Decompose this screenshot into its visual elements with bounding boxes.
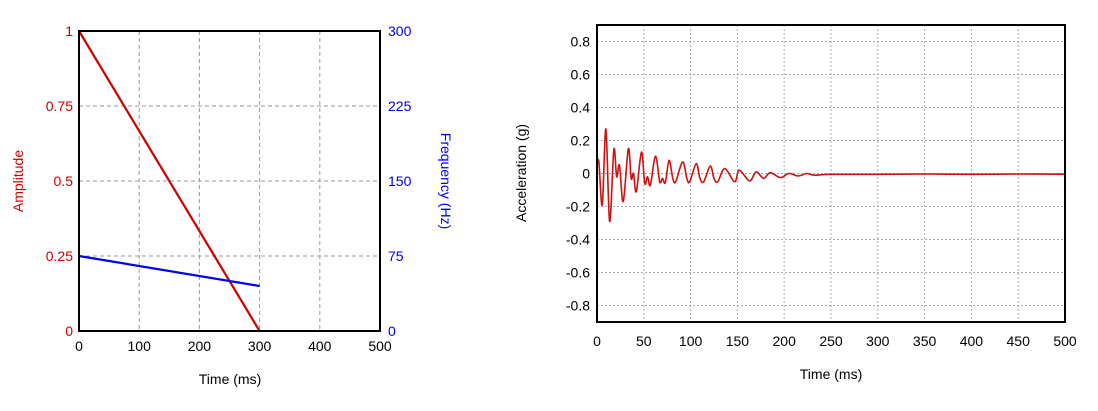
acceleration-line [596,128,1066,223]
c1-xtick: 200 [188,338,212,354]
c1-ytick: 0.5 [54,173,74,189]
c2-ytick: -0.4 [566,232,590,248]
c2-plot-frame [596,24,1066,323]
c2-xtick: 0 [593,333,601,349]
c2-ytick: -0.8 [566,298,590,314]
c1-y2tick: 225 [388,98,412,114]
c2-xtick: 350 [913,333,937,349]
frequency-line [78,254,260,288]
c1-xtick: 0 [75,338,83,354]
c1-y2tick: 0 [388,323,396,339]
c2-xtick: 450 [1007,333,1031,349]
c2-xtick: 150 [726,333,750,349]
c2-xtick: 50 [636,333,652,349]
c1-xlabel: Time (ms) [199,371,261,387]
chart-acceleration: 0 50 100 150 200 250 300 350 400 450 500 -0.8 -0.6 -0… [566,24,1077,349]
c1-y2tick: 300 [388,23,412,39]
c2-xlabel: Time (ms) [800,366,862,382]
c1-y2tick: 150 [388,173,412,189]
c1-xtick: 400 [308,338,332,354]
c2-xtick: 400 [960,333,984,349]
c2-ytick: 0.2 [571,133,591,149]
c2-ytick: -0.2 [566,199,590,215]
c2-xtick: 200 [773,333,797,349]
c2-ytick: 0.8 [571,34,591,50]
c2-xtick: 500 [1053,333,1077,349]
c2-ytick: 0 [582,166,590,182]
c1-xtick: 100 [128,338,152,354]
c1-y2label: Frequency (Hz) [438,133,454,229]
chart-amplitude-frequency: 0 100 200 300 400 50000.250.50.75107515022530… [46,23,412,354]
c2-ytick: -0.6 [566,265,590,281]
c2-ytick: 0.6 [571,67,591,83]
amplitude-line [78,30,261,332]
c1-ylabel: Amplitude [10,150,26,212]
c1-ytick: 0.25 [46,248,73,264]
c1-ytick: 0 [65,323,73,339]
c1-xtick: 300 [248,338,272,354]
c1-y2tick: 75 [388,248,404,264]
c2-xtick: 100 [679,333,703,349]
c2-xtick: 300 [866,333,890,349]
c2-ytick: 0.4 [571,100,591,116]
c2-xtick: 250 [819,333,843,349]
c2-ylabel: Acceleration (g) [513,124,529,222]
c1-plot-frame [78,30,381,332]
c1-ytick: 1 [65,23,73,39]
c1-ytick: 0.75 [46,98,73,114]
c1-xtick: 500 [368,338,392,354]
